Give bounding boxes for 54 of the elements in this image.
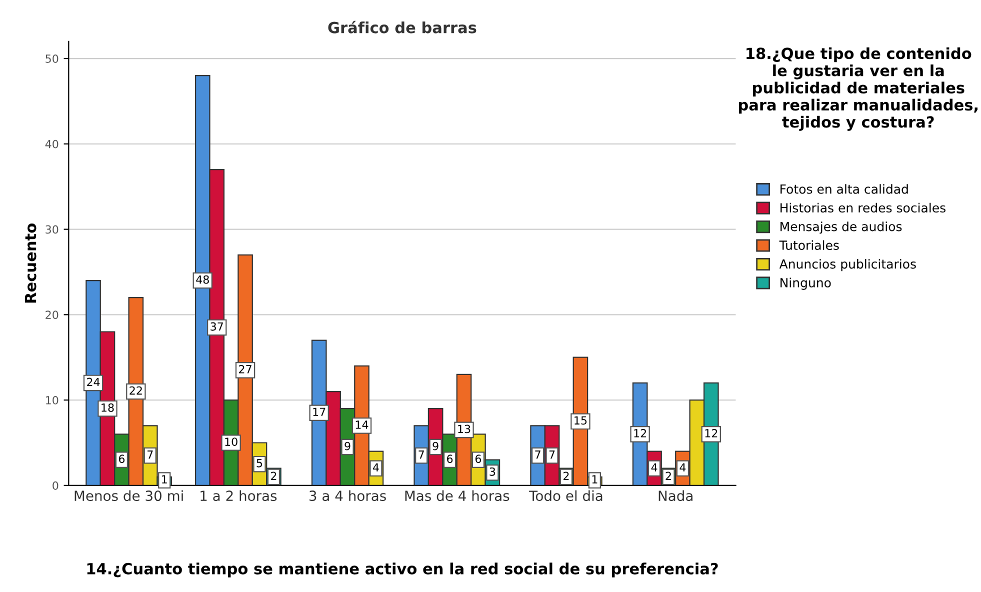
legend-label: Historias en redes sociales xyxy=(780,202,946,213)
y-tick-label: 30 xyxy=(46,225,58,234)
data-label: 3 xyxy=(490,467,496,476)
data-label: 7 xyxy=(535,450,540,459)
data-label: 22 xyxy=(130,386,142,395)
legend-title: 18.¿Que tipo de contenido le gustaria ver en la publicidad de materiales para realizar manualidades, tejidos y costura? xyxy=(738,47,978,131)
chart-title: Gráfico de barras xyxy=(328,20,476,34)
legend-label: Tutoriales xyxy=(779,240,839,250)
data-label: 6 xyxy=(447,454,453,464)
data-label: 4 xyxy=(651,463,658,472)
data-label: 5 xyxy=(256,459,262,468)
data-label: 12 xyxy=(705,429,718,438)
data-label: 7 xyxy=(148,450,153,459)
data-label: 12 xyxy=(634,429,646,438)
y-tick-label: 0 xyxy=(52,481,58,490)
legend-label: Anuncios publicitarios xyxy=(779,259,916,272)
x-tick-label: Menos de 30 mi xyxy=(74,490,183,502)
data-label: 4 xyxy=(372,463,379,472)
data-label: 9 xyxy=(344,442,350,450)
data-label: 6 xyxy=(475,454,482,464)
legend-label: Ninguno xyxy=(780,278,831,290)
y-tick-label: 10 xyxy=(46,396,58,404)
data-label: 9 xyxy=(432,442,438,450)
x-tick-label: Mas de 4 horas xyxy=(405,490,510,502)
data-label: 27 xyxy=(239,364,252,374)
y-tick-label: 50 xyxy=(46,54,58,63)
data-label: 24 xyxy=(87,378,100,386)
x-tick-label: 3 a 4 horas xyxy=(310,490,386,502)
data-label: 10 xyxy=(225,438,238,446)
legend-label: Fotos en alta calidad xyxy=(780,184,908,194)
data-label: 48 xyxy=(196,275,209,284)
y-tick-label: 20 xyxy=(46,310,58,320)
data-label: 18 xyxy=(102,403,114,412)
legend-label: Mensajes de audios xyxy=(780,222,902,234)
data-label: 13 xyxy=(458,424,470,434)
data-label: 15 xyxy=(574,416,587,425)
data-label: 2 xyxy=(666,472,671,480)
y-axis-title: Recuento xyxy=(24,224,36,303)
data-label: 14 xyxy=(356,420,368,429)
data-label: 4 xyxy=(680,463,686,472)
data-label: 1 xyxy=(162,475,167,484)
data-label: 17 xyxy=(313,408,326,416)
data-label: 7 xyxy=(418,450,424,459)
x-tick-label: Todo el dia xyxy=(529,490,602,502)
data-label: 2 xyxy=(564,472,569,480)
x-tick-label: Nada xyxy=(658,490,692,502)
x-tick-label: 1 a 2 horas xyxy=(200,490,277,502)
data-label: 6 xyxy=(118,454,125,464)
data-label: 1 xyxy=(592,475,598,484)
data-label: 2 xyxy=(270,472,276,480)
y-tick-label: 40 xyxy=(45,140,58,148)
data-label: 7 xyxy=(549,450,555,459)
x-axis-title: 14.¿Cuanto tiempo se mantiene activo en la red social de su preferencia? xyxy=(87,562,718,578)
data-label: 37 xyxy=(210,322,223,331)
